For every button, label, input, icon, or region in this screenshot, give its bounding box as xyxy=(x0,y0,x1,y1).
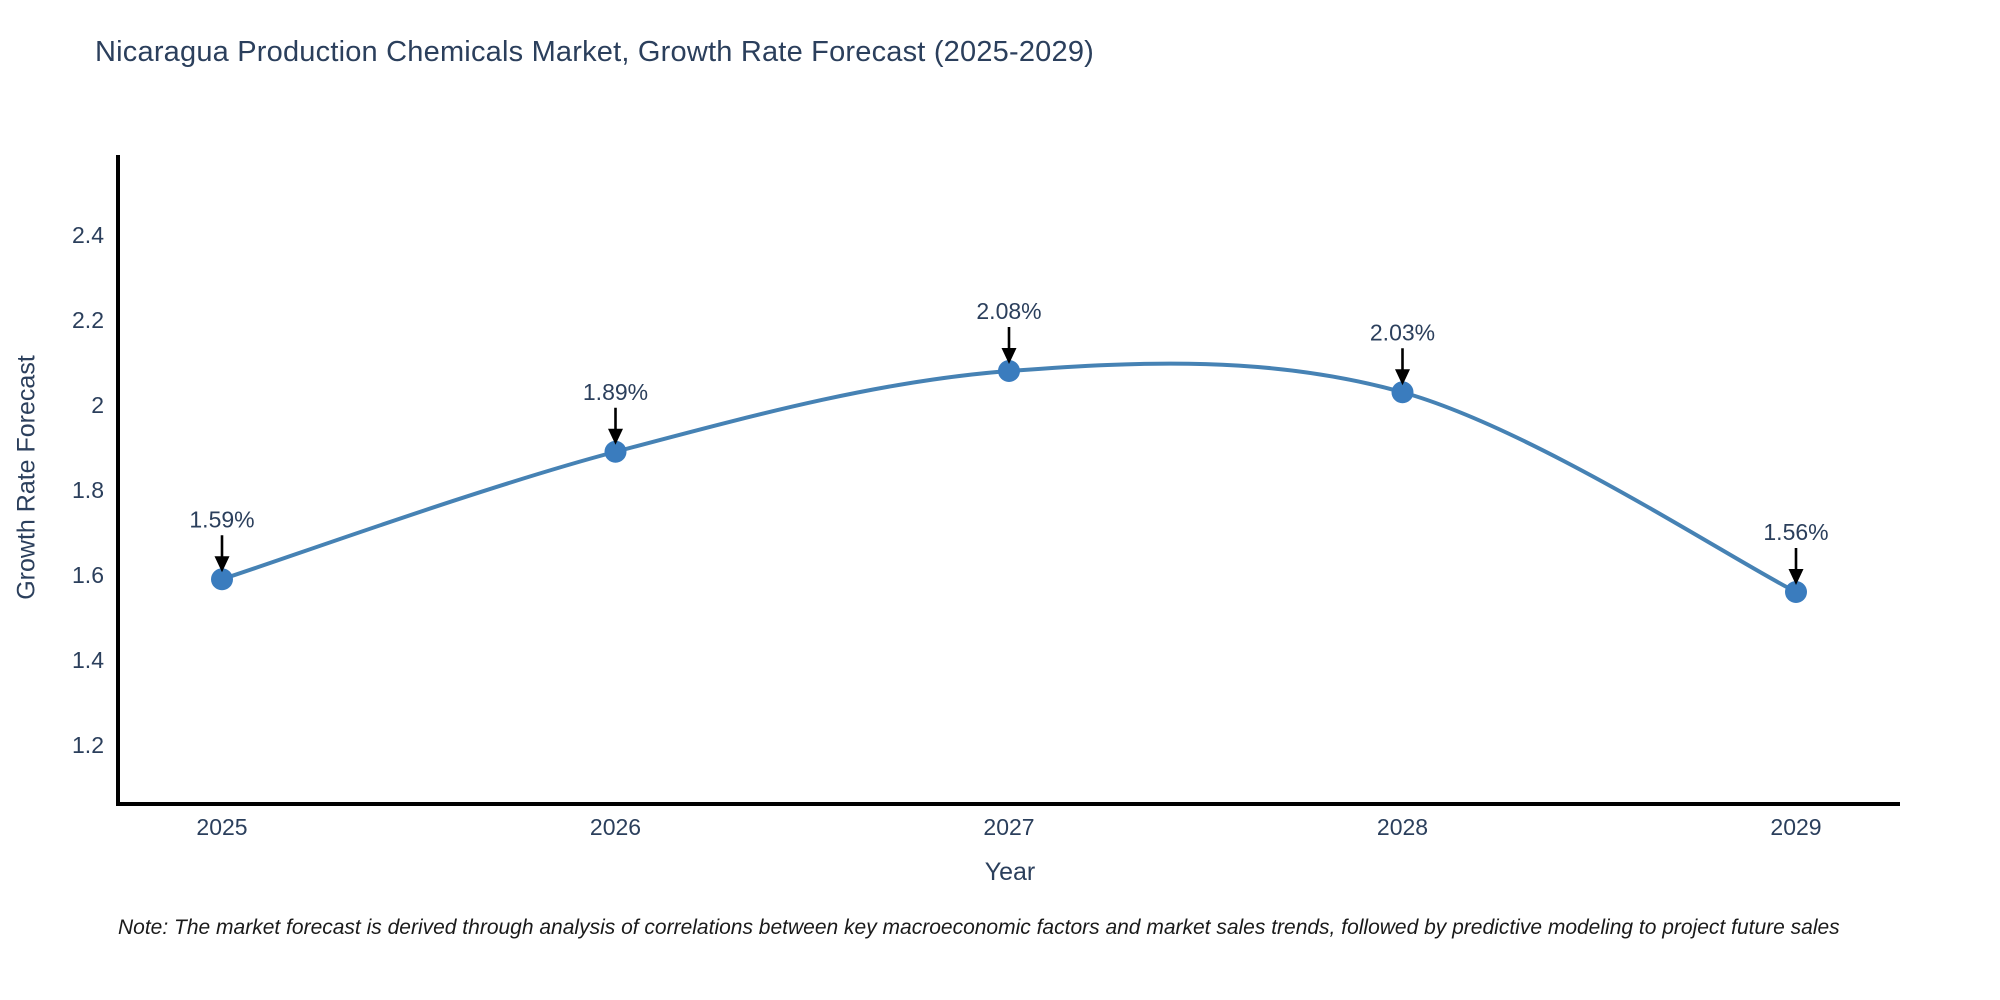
y-axis-title: Growth Rate Forecast xyxy=(12,355,41,600)
footnote: Note: The market forecast is derived thr… xyxy=(118,916,1840,939)
y-tick-label: 1.4 xyxy=(72,647,104,673)
x-tick-label: 2028 xyxy=(1377,814,1428,840)
x-tick-label: 2027 xyxy=(983,814,1034,840)
point-value-label: 2.03% xyxy=(1370,319,1435,345)
annotation-arrowhead xyxy=(1788,569,1804,585)
chart-title: Nicaragua Production Chemicals Market, G… xyxy=(95,36,1095,68)
point-value-label: 2.08% xyxy=(976,298,1041,324)
annotation-arrowhead xyxy=(1395,369,1410,386)
forecast-line xyxy=(220,361,1798,594)
x-tick-label: 2026 xyxy=(590,814,641,840)
point-value-label: 1.56% xyxy=(1763,519,1828,545)
data-point xyxy=(1785,581,1807,603)
y-tick-label: 1.2 xyxy=(72,732,104,758)
data-point xyxy=(211,568,233,591)
y-tick-label: 1.8 xyxy=(72,477,104,503)
point-value-label: 1.89% xyxy=(583,379,648,405)
y-tick-label: 2.2 xyxy=(72,307,104,333)
y-tick-label: 1.6 xyxy=(72,562,104,588)
x-tick-label: 2025 xyxy=(196,814,247,840)
x-tick-label: 2029 xyxy=(1770,814,1821,840)
data-point xyxy=(604,440,627,463)
annotation-arrowhead xyxy=(1001,348,1017,364)
data-point xyxy=(998,360,1020,382)
point-value-label: 1.59% xyxy=(189,506,254,532)
y-tick-label: 2.4 xyxy=(72,222,104,248)
y-tick-label: 2 xyxy=(91,392,104,418)
annotation-arrowhead xyxy=(608,428,623,445)
data-point xyxy=(1391,381,1414,404)
annotation-arrowhead xyxy=(214,556,230,573)
x-axis-title: Year xyxy=(984,858,1036,886)
